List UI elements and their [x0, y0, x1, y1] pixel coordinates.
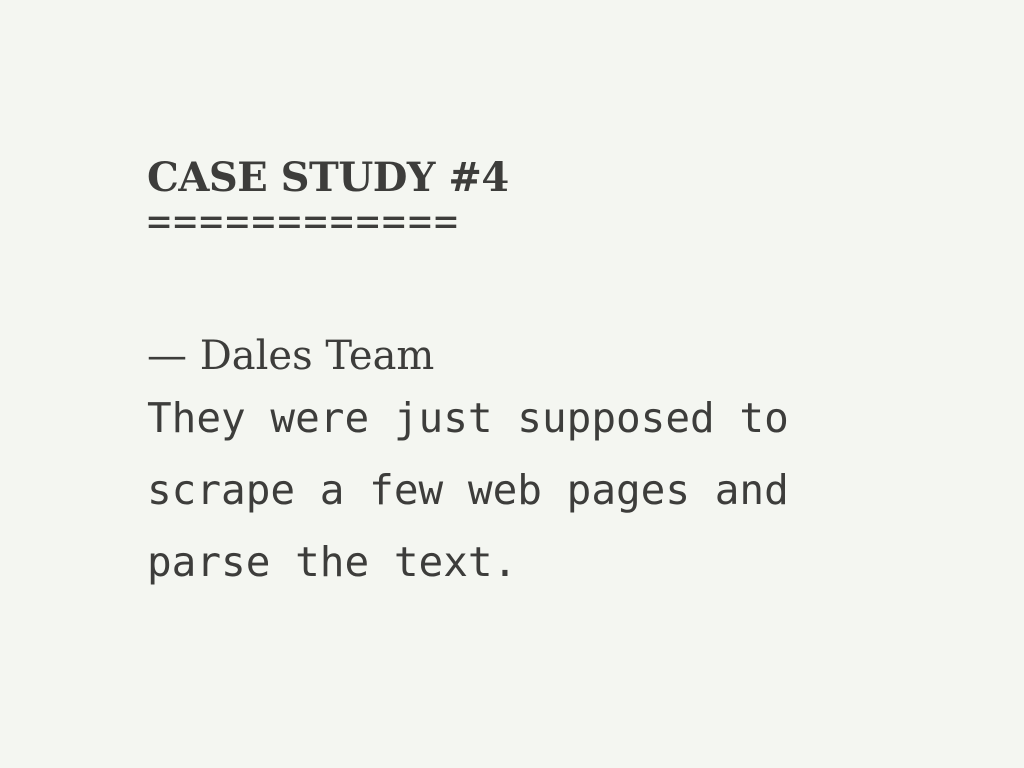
section-spacer — [147, 240, 927, 330]
case-study-block: CASE STUDY #4 ============ — Dales Team … — [147, 152, 927, 598]
page-title: CASE STUDY #4 — [147, 154, 509, 201]
author-line: — Dales Team — [147, 333, 435, 379]
body-paragraph: They were just supposed to scrape a few … — [147, 394, 814, 586]
title-underline: ============ — [147, 199, 460, 245]
